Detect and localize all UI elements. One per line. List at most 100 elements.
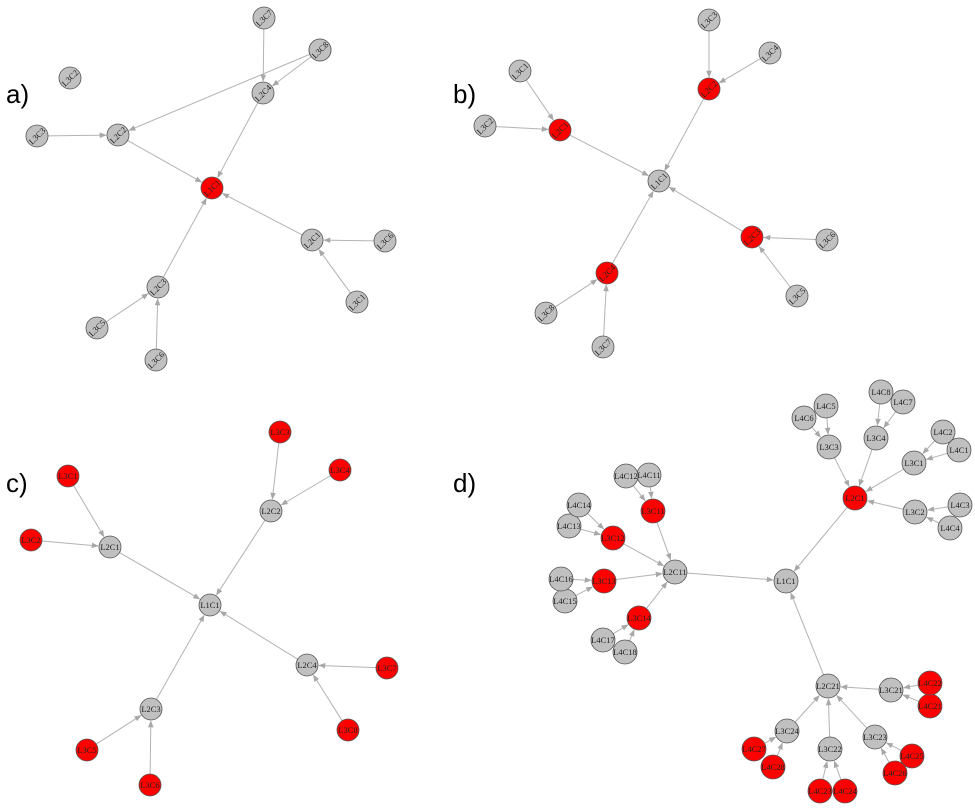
node-circle-l2c4 [295, 653, 319, 677]
node-label-l4c12: L4C12 [614, 471, 638, 481]
panel-label-b: b) [453, 79, 476, 109]
node-l4c6: L4C6 [791, 405, 817, 431]
edge-l4c22-to-l3c21 [903, 683, 919, 690]
edge-l4c16-to-l3c13 [572, 577, 592, 583]
node-label-l4c4: L4C4 [940, 523, 960, 533]
node-l3c7: L3C7 [591, 335, 615, 359]
node-label-l3c4: L3C4 [330, 465, 350, 475]
node-l4c2: L4C2 [930, 419, 956, 445]
node-label-l4c28: L4C28 [761, 762, 785, 772]
node-label-l3c21: L3C21 [879, 685, 903, 695]
edge-l4c7-to-l3c4 [883, 411, 897, 429]
panel-label-d: d) [453, 468, 476, 498]
node-label-l4c13: L4C13 [557, 521, 581, 531]
node-l2c3: L2C3 [139, 697, 163, 721]
node-circle-l3c4 [758, 41, 782, 65]
node-circle-l4c26 [882, 760, 908, 786]
node-circle-l3c3 [697, 8, 721, 32]
node-label-l3c6: L3C6 [140, 780, 159, 790]
node-label-l4c16: L4C16 [549, 574, 573, 584]
edge-l3c8-to-l2c4 [554, 279, 598, 308]
edge-l2c4-to-l1c1 [217, 102, 259, 179]
edge-l3c7-to-l2c4 [603, 284, 609, 337]
node-label-l3c7: L3C7 [377, 663, 396, 673]
node-label-l3c4: L3C4 [866, 433, 886, 443]
node-l3c6: L3C6 [815, 228, 839, 252]
node-l4c24: L4C24 [832, 778, 858, 804]
node-label-l3c1: L3C1 [904, 458, 923, 468]
edge-l2c3-to-l1c1 [162, 197, 207, 278]
node-label-l4c24: L4C24 [833, 786, 857, 796]
node-circle-l4c4 [937, 515, 963, 541]
edge-l4c21-to-l3c21 [902, 694, 920, 702]
node-l4c27: L4C27 [741, 736, 767, 762]
node-circle-l4c22 [917, 670, 943, 696]
edge-l2c1-to-l1c1 [793, 506, 848, 572]
node-l4c26: L4C26 [882, 760, 908, 786]
edge-l2c3-to-l1c1 [155, 614, 205, 700]
node-l4c28: L4C28 [760, 754, 786, 780]
node-circle-l4c16 [548, 566, 574, 592]
edge-l3c4-to-l2c1 [858, 449, 873, 487]
node-label-l4c3: L4C3 [950, 500, 969, 510]
node-label-l4c22: L4C22 [918, 678, 942, 688]
node-label-l4c2: L4C2 [933, 427, 952, 437]
node-label-l4c25: L4C25 [900, 751, 924, 761]
node-l3c4: L3C4 [758, 41, 782, 65]
edge-l3c6b-to-l2c3 [154, 298, 161, 350]
node-l3c2: L3C2 [902, 499, 928, 525]
node-label-l3c8: L3C8 [338, 725, 357, 735]
edge-l3c4-to-l2c2 [128, 53, 311, 131]
edge-l3c24-to-l2c21 [794, 695, 820, 723]
edge-l2c1-to-l1c1 [569, 134, 649, 176]
node-circle-l2c1 [98, 535, 122, 559]
graph-panel-c: L1C1 L2C1 L2C2 L2C3 L2C4 L3C1 L3C2 L3C3 L3C4 L3C5… [19, 420, 399, 797]
node-l4c18: L4C18 [612, 639, 638, 665]
node-l3c4: L3C4 [328, 458, 352, 482]
node-label-l1c1: L1C1 [776, 576, 795, 586]
node-circle-l3c5 [785, 284, 809, 308]
node-l3c23: L3C23 [862, 724, 888, 750]
node-l3c21: L3C21 [878, 677, 904, 703]
edge-l3c2-to-l2c1 [41, 540, 99, 549]
node-circle-l3c8 [534, 301, 558, 325]
edge-l3c6-to-l2c3 [147, 720, 154, 775]
edge-l3c5-to-l2c3 [758, 245, 791, 288]
node-circle-l3c14 [626, 605, 652, 631]
node-circle-l3c4 [328, 458, 352, 482]
node-circle-l4c28 [760, 754, 786, 780]
node-label-l4c15: L4C15 [553, 596, 577, 606]
node-l3c3: L3C3 [268, 420, 292, 444]
edge-l4c27-to-l3c24 [764, 736, 777, 744]
node-label-l3c23: L3C23 [863, 732, 887, 742]
edge-l3c7-to-l2c4 [260, 28, 267, 82]
node-circle-l2c11 [662, 559, 688, 585]
node-l3c1: L3C1 [56, 464, 80, 488]
node-circle-l3c5 [85, 316, 109, 340]
node-l4c21: L4C21 [917, 693, 943, 719]
node-circle-l3c2 [473, 114, 497, 138]
edge-l3c1-to-l2c1 [865, 468, 904, 492]
node-l2c21: L2C21 [815, 673, 841, 699]
node-label-l4c5: L4C5 [816, 401, 835, 411]
edge-l3c7-to-l2c4 [318, 662, 377, 669]
node-l2c2: L2C2 [697, 77, 721, 101]
edge-l4c6-to-l3c3 [811, 426, 821, 438]
edge-l3c8-to-l2c4 [272, 56, 312, 87]
edge-l3c4-to-l2c2 [718, 58, 761, 84]
node-circle-l3c7 [375, 656, 399, 680]
node-l4c12: L4C12 [613, 463, 639, 489]
node-label-l4c27: L4C27 [742, 744, 766, 754]
node-l3c14: L3C14 [626, 605, 652, 631]
node-l4c3: L4C3 [947, 492, 973, 518]
node-l2c3: L2C3 [146, 275, 170, 299]
node-circle-l4c1 [946, 437, 972, 463]
node-label-l4c11: L4C11 [637, 470, 660, 480]
node-circle-l3c2 [19, 528, 43, 552]
node-l3c1: L3C1 [901, 450, 927, 476]
node-l1c1: L1C1 [773, 568, 799, 594]
node-circle-l4c25 [899, 743, 925, 769]
edge-l4c12-to-l3c11 [632, 485, 646, 502]
node-l3c3: L3C3 [816, 434, 842, 460]
node-circle-l4c3 [947, 492, 973, 518]
